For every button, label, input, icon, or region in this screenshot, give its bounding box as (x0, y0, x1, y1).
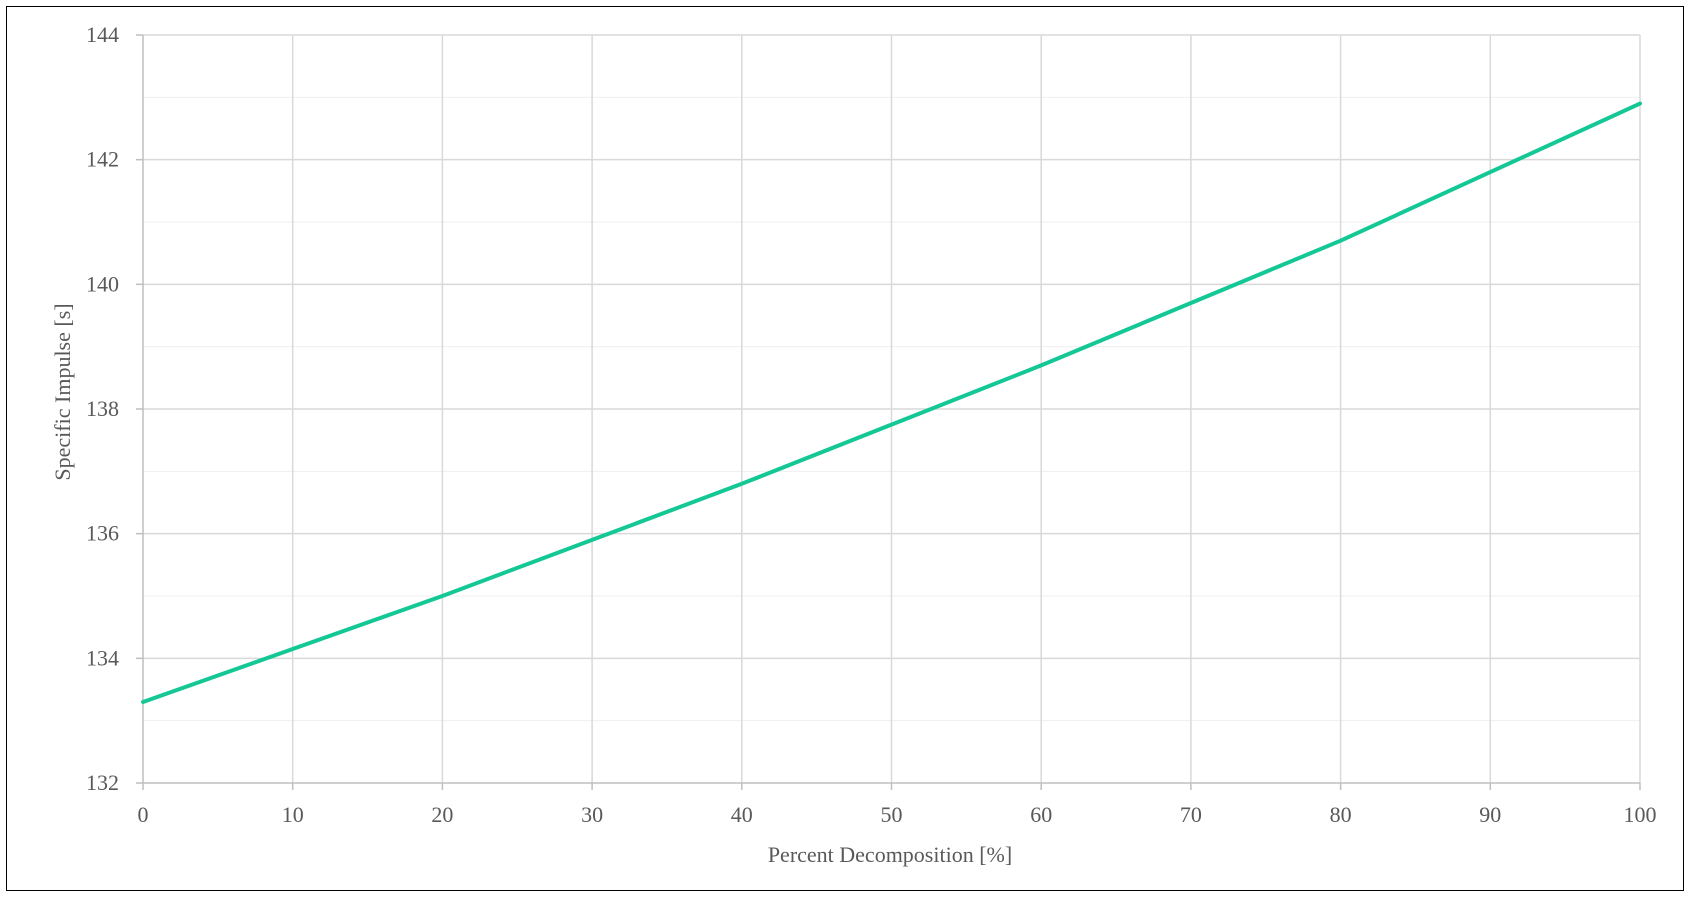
chart-frame (6, 6, 1684, 891)
x-tick-label: 50 (881, 802, 903, 827)
series-layer (141, 101, 1642, 704)
x-tick-label: 0 (138, 802, 149, 827)
x-tick-label: 100 (1624, 802, 1657, 827)
major-gridlines (143, 34, 1641, 783)
x-tick-label: 80 (1330, 802, 1352, 827)
y-tick-label: 144 (86, 22, 119, 47)
y-tick-label: 140 (86, 271, 119, 296)
y-tick-labels: 132 134 136 138 140 142 144 (86, 22, 119, 795)
axes (136, 34, 1641, 790)
x-tick-label: 30 (581, 802, 603, 827)
x-tick-label: 60 (1030, 802, 1052, 827)
y-tick-label: 132 (86, 770, 119, 795)
x-tick-label: 70 (1180, 802, 1202, 827)
y-axis-title: Specific Impulse [s] (50, 303, 75, 480)
y-tick-label: 134 (86, 645, 119, 670)
y-tick-label: 142 (86, 147, 119, 172)
x-tick-label: 10 (282, 802, 304, 827)
x-tick-label: 40 (731, 802, 753, 827)
x-axis-title: Percent Decomposition [%] (768, 842, 1012, 867)
x-tick-label: 20 (431, 802, 453, 827)
x-tick-labels: 0 10 20 30 40 50 60 70 80 90 100 (138, 802, 1657, 827)
series-line (141, 101, 1642, 704)
y-tick-label: 136 (86, 521, 119, 546)
y-tick-label: 138 (86, 396, 119, 421)
x-tick-label: 90 (1479, 802, 1501, 827)
